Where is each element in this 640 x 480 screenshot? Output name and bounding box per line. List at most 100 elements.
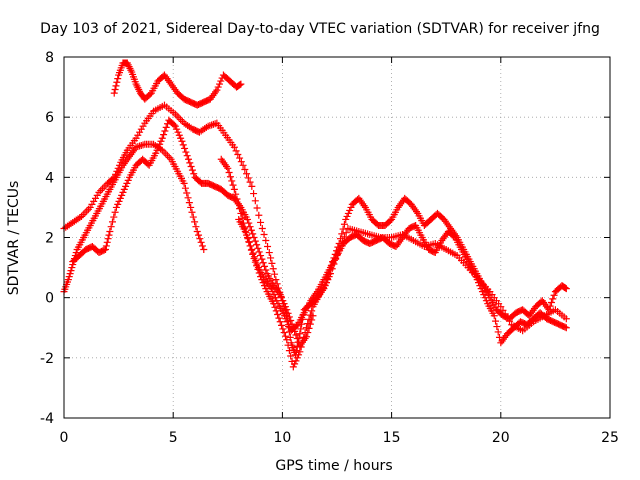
data-point <box>66 270 74 278</box>
data-point <box>272 276 280 284</box>
data-point <box>293 354 301 362</box>
data-point <box>243 231 251 239</box>
data-point <box>305 315 313 323</box>
data-point <box>287 317 295 325</box>
data-point <box>292 322 300 330</box>
data-point <box>241 166 249 174</box>
x-tick-label: 10 <box>273 430 291 446</box>
data-point <box>152 149 160 157</box>
data-point <box>112 203 120 211</box>
data-point <box>339 225 347 233</box>
data-point <box>180 179 188 187</box>
data-point <box>561 323 569 331</box>
data-point <box>100 246 108 254</box>
data-point <box>161 127 169 135</box>
data-point <box>493 323 501 331</box>
data-point <box>236 81 244 89</box>
data-point <box>249 249 257 257</box>
data-point <box>122 182 130 190</box>
data-point <box>173 112 181 120</box>
data-point <box>187 203 195 211</box>
data-point <box>158 134 166 142</box>
data-point <box>113 78 121 86</box>
data-point <box>301 329 309 337</box>
data-point <box>549 295 557 303</box>
data-point <box>276 291 284 299</box>
data-point <box>284 341 292 349</box>
y-tick-label: 6 <box>45 110 54 126</box>
data-point <box>181 144 189 152</box>
data-point <box>275 314 283 322</box>
data-point <box>267 285 275 293</box>
data-point <box>192 223 200 231</box>
data-point <box>245 238 253 246</box>
data-point <box>225 169 233 177</box>
data-point <box>97 187 105 195</box>
data-point <box>243 215 251 223</box>
data-point <box>259 259 267 267</box>
y-tick-label: 0 <box>45 291 54 307</box>
data-point <box>226 173 234 181</box>
data-point <box>83 207 91 215</box>
data-point <box>111 85 119 93</box>
data-point <box>336 235 344 243</box>
data-point <box>197 238 205 246</box>
data-point <box>274 311 282 319</box>
data-point <box>281 312 289 320</box>
data-point <box>232 190 240 198</box>
data-point <box>269 288 277 296</box>
data-point <box>177 116 185 124</box>
data-point <box>342 229 350 237</box>
data-point <box>280 300 288 308</box>
data-point <box>344 209 352 217</box>
data-point <box>282 315 290 323</box>
x-tick-label: 0 <box>60 430 69 446</box>
data-point <box>278 321 286 329</box>
data-point <box>494 328 502 336</box>
data-point <box>181 184 189 192</box>
data-point <box>260 262 268 270</box>
data-point <box>283 336 291 344</box>
data-point <box>545 306 553 314</box>
data-point <box>119 188 127 196</box>
data-point <box>198 242 206 250</box>
data-point <box>123 179 131 187</box>
data-point <box>250 190 258 198</box>
data-point <box>271 294 279 302</box>
data-point <box>257 218 265 226</box>
data-point <box>124 176 132 184</box>
data-point <box>179 141 187 149</box>
data-point <box>111 208 119 216</box>
data-point <box>187 163 195 171</box>
series-track-a <box>60 101 570 359</box>
data-point <box>234 200 242 208</box>
data-point <box>270 291 278 299</box>
data-point <box>175 114 183 122</box>
data-point <box>262 237 270 245</box>
data-point <box>490 312 498 320</box>
data-point <box>562 315 570 323</box>
data-point <box>228 177 236 185</box>
data-point <box>239 161 247 169</box>
data-point <box>248 182 256 190</box>
data-point <box>279 297 287 305</box>
data-point <box>268 259 276 267</box>
data-point <box>236 205 244 213</box>
data-point <box>191 218 199 226</box>
data-point <box>233 195 241 203</box>
data-point <box>296 348 304 356</box>
data-point <box>237 158 245 166</box>
data-point <box>292 347 300 355</box>
data-point <box>213 86 221 94</box>
data-point <box>253 241 261 249</box>
data-point <box>178 137 186 145</box>
data-point <box>257 252 265 260</box>
data-point <box>280 329 288 337</box>
data-point <box>260 230 268 238</box>
data-point <box>267 254 275 262</box>
data-point <box>236 154 244 162</box>
data-point <box>247 226 255 234</box>
data-point <box>184 194 192 202</box>
x-tick-label: 15 <box>383 430 401 446</box>
